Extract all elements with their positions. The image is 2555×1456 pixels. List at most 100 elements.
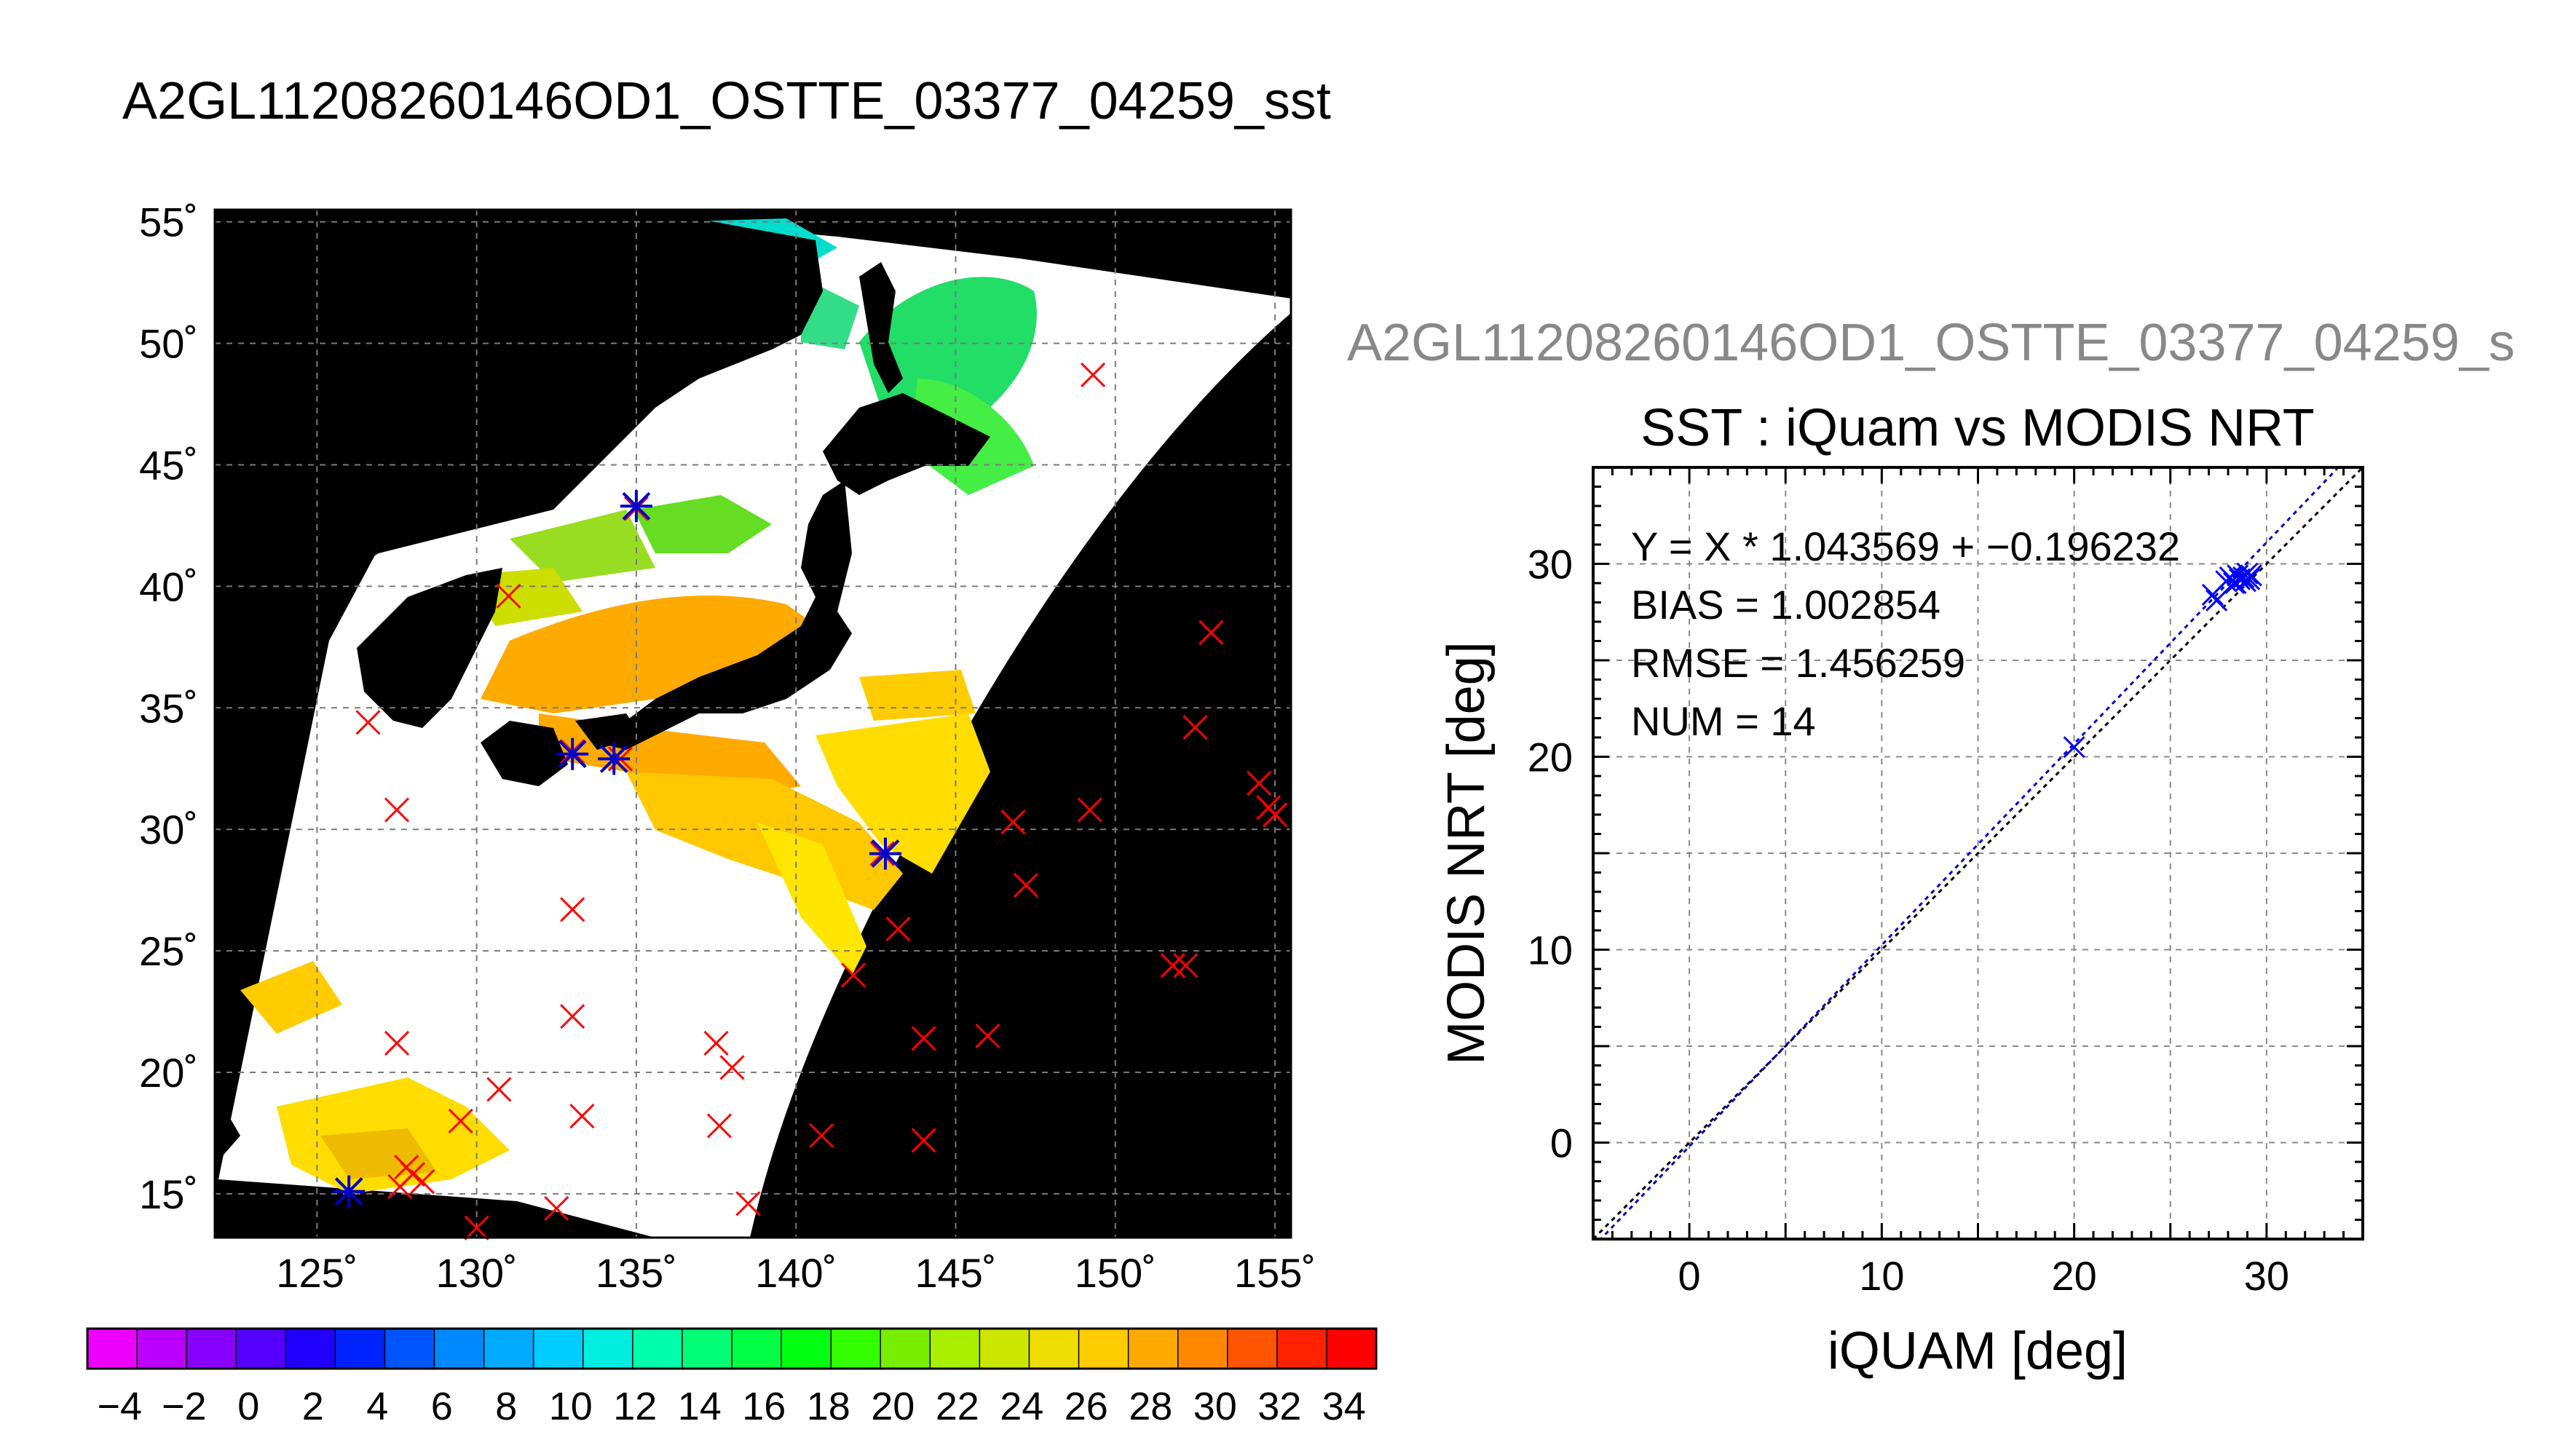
secondary-title: A2GL11208260146OD1_OSTTE_03377_04259_s <box>1347 314 2515 372</box>
map-image <box>215 211 1291 1238</box>
buoy-marker <box>1000 810 1026 835</box>
colorbar-swatch <box>434 1329 485 1369</box>
colorbar-tick-label: 2 <box>302 1385 324 1428</box>
colorbar-swatch <box>930 1329 981 1369</box>
colorbar-swatch <box>583 1329 633 1369</box>
scatter-point <box>2238 568 2261 590</box>
map-lat-tick-label: 45˚ <box>139 442 198 488</box>
colorbar-swatch <box>1128 1329 1179 1369</box>
scatter-points <box>2063 562 2262 759</box>
colorbar-swatch <box>880 1329 931 1369</box>
buoy-marker <box>384 1030 410 1056</box>
buoy-marker <box>464 1215 489 1241</box>
hokkaido-land <box>823 393 990 495</box>
buoy-marker <box>1077 797 1102 823</box>
map-lon-tick-label: 150˚ <box>1075 1250 1156 1296</box>
korea-land <box>357 568 502 728</box>
buoy-marker <box>486 1077 512 1102</box>
map-grid <box>215 210 1291 1238</box>
buoy-marker <box>1013 872 1039 898</box>
taiwan-land <box>215 1092 240 1165</box>
buoy-marker <box>1198 620 1224 645</box>
colorbar-swatch <box>87 1329 138 1369</box>
colorbar-tick-label: 10 <box>549 1385 593 1428</box>
buoy-marker <box>911 1128 936 1153</box>
buoy-marker <box>1160 953 1185 978</box>
colorbar-swatch <box>1276 1329 1327 1369</box>
buoy-marker <box>975 1023 1000 1049</box>
colorbar-swatch <box>632 1329 683 1369</box>
map-lat-tick-label: 30˚ <box>139 807 198 852</box>
scatter-point <box>2063 736 2085 759</box>
buoy-marker <box>911 1026 936 1051</box>
buoy-marker <box>719 1055 745 1080</box>
map-frame <box>213 208 1292 1239</box>
matchup-marker <box>620 490 652 523</box>
buoy-marker <box>569 1104 595 1129</box>
map-markers <box>333 362 1288 1241</box>
colorbar-tick-label: 8 <box>495 1385 517 1428</box>
colorbar-tick-label: 12 <box>613 1385 657 1428</box>
buoy-marker <box>841 962 866 988</box>
buoy-marker <box>560 1004 585 1029</box>
colorbar-tick-label: 20 <box>871 1385 915 1428</box>
colorbar-swatch <box>1078 1329 1129 1369</box>
colorbar-tick-label: 14 <box>678 1385 722 1428</box>
buoy-marker <box>544 1195 569 1222</box>
identity-line <box>1593 467 2363 1239</box>
map-tick-labels: 125˚ 130˚ 135˚ 140˚ 145˚ 150˚ 155˚ 55˚ 50˚ 45˚ 40˚… <box>139 199 1316 1296</box>
colorbar-swatch <box>1227 1329 1278 1369</box>
y-tick-label: 30 <box>1528 542 1573 587</box>
buoy-marker <box>735 1191 761 1216</box>
colorbar-swatch <box>384 1329 435 1369</box>
map-lat-tick-label: 40˚ <box>139 563 198 609</box>
x-axis-label: iQUAM [deg] <box>1828 1322 2128 1380</box>
map-lon-tick-label: 135˚ <box>596 1250 677 1296</box>
scatter-ticks: 0 10 20 30 0 10 20 30 <box>1528 466 2364 1299</box>
scatter-point <box>2236 562 2259 585</box>
sakhalin-land <box>859 262 903 393</box>
y-axis-label: MODIS NRT [deg] <box>1437 641 1496 1065</box>
buoy-marker <box>496 583 521 609</box>
x-tick-label: 20 <box>2051 1253 2096 1299</box>
stats-annotation: Y = X * 1.043569 + −0.196232 BIAS = 1.00… <box>1631 523 2180 744</box>
colorbar-swatch <box>682 1329 732 1369</box>
colorbar-tick-label: 26 <box>1065 1385 1108 1428</box>
colorbar-tick-label: −2 <box>162 1385 207 1428</box>
main-title: A2GL11208260146OD1_OSTTE_03377_04259_sst <box>122 72 1331 130</box>
land-mask <box>215 211 990 1165</box>
colorbar-tick-label: 34 <box>1322 1385 1366 1428</box>
buoy-marker <box>355 710 381 735</box>
kyushu-land <box>481 721 568 786</box>
colorbar-tick-label: 22 <box>936 1385 979 1428</box>
y-tick-label: 0 <box>1550 1120 1573 1166</box>
matchup-marker <box>333 1175 366 1208</box>
colorbar-swatch <box>732 1329 783 1369</box>
colorbar-swatch <box>236 1329 287 1369</box>
colorbar-tick-label: 32 <box>1257 1385 1301 1428</box>
shikoku-land <box>575 713 641 750</box>
y-tick-label: 10 <box>1528 927 1573 973</box>
sst-colorbar: −4 −2 0 2 4 6 8 10 12 14 16 18 20 22 24 26 28 30 32 34 <box>86 1327 1378 1428</box>
fit-equation: Y = X * 1.043569 + −0.196232 <box>1631 523 2180 569</box>
colorbar-swatch <box>533 1329 584 1369</box>
colorbar-swatch <box>1177 1329 1228 1369</box>
buoy-marker <box>1247 770 1272 796</box>
buoy-marker <box>410 1169 435 1195</box>
colorbar-swatch <box>137 1329 188 1369</box>
buoy-marker <box>560 897 585 922</box>
colorbar-swatch <box>186 1329 237 1369</box>
map-lat-tick-label: 50˚ <box>139 321 198 367</box>
buoy-marker <box>703 1030 729 1056</box>
x-tick-label: 30 <box>2244 1253 2289 1299</box>
num-value: NUM = 14 <box>1631 698 1816 744</box>
colorbar-swatch <box>1326 1329 1377 1369</box>
buoy-marker <box>1263 802 1288 828</box>
colorbar-tick-label: 18 <box>807 1385 850 1428</box>
colorbar-tick-label: 28 <box>1129 1385 1172 1428</box>
colorbar-tick-label: 24 <box>1000 1385 1043 1428</box>
colorbar-swatch <box>979 1329 1030 1369</box>
fit-line <box>1599 467 2340 1239</box>
